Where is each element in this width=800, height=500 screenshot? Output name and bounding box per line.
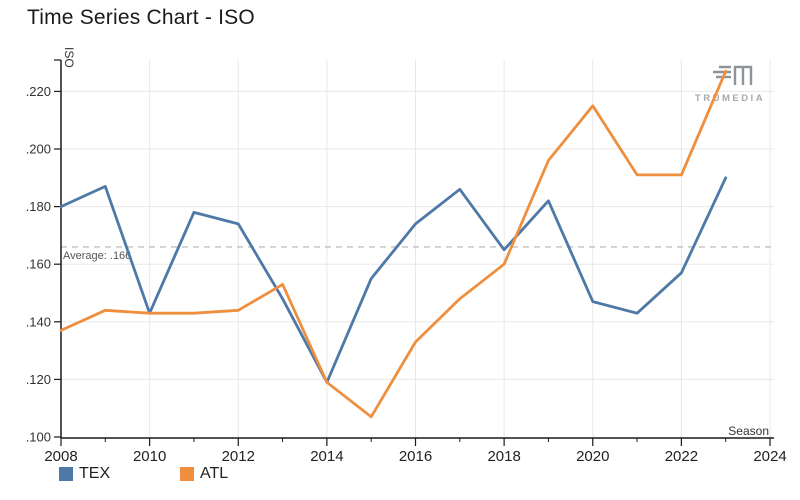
chart-title: Time Series Chart - ISO	[27, 6, 255, 29]
legend-label-tex: TEX	[79, 465, 111, 482]
y-axis-title: ISO	[62, 47, 76, 68]
series-line-atl[interactable]	[59, 69, 728, 419]
x-tick-label: 2012	[222, 448, 255, 465]
legend-swatch-tex	[59, 467, 73, 481]
x-axis-title: Season	[728, 424, 769, 438]
y-tick-label: .160	[26, 257, 51, 272]
legend-label-atl: ATL	[200, 465, 229, 482]
trumedia-logo-text: TRUMEDIA	[694, 93, 766, 104]
y-tick-label: .200	[26, 142, 51, 157]
x-tick-label: 2008	[44, 448, 77, 465]
average-label: Average: .166	[63, 250, 131, 262]
x-tick-label: 2016	[399, 448, 432, 465]
x-tick-label: 2022	[665, 448, 698, 465]
legend-item-atl[interactable]: ATL	[180, 465, 228, 483]
y-tick-label: .220	[26, 84, 51, 99]
x-tick-label: 2018	[487, 448, 520, 465]
x-tick-label: 2020	[576, 448, 609, 465]
legend-item-tex[interactable]: TEX	[59, 465, 110, 483]
y-tick-label: .100	[26, 430, 51, 445]
series-line-tex[interactable]	[59, 176, 728, 384]
legend: TEX ATL	[0, 465, 800, 485]
legend-swatch-atl	[180, 467, 194, 481]
x-tick-label: 2024	[753, 448, 786, 465]
x-tick-label: 2014	[310, 448, 343, 465]
y-tick-label: .140	[26, 314, 51, 329]
y-tick-label: .180	[26, 199, 51, 214]
x-tick-label: 2010	[133, 448, 166, 465]
y-tick-label: .120	[26, 372, 51, 387]
